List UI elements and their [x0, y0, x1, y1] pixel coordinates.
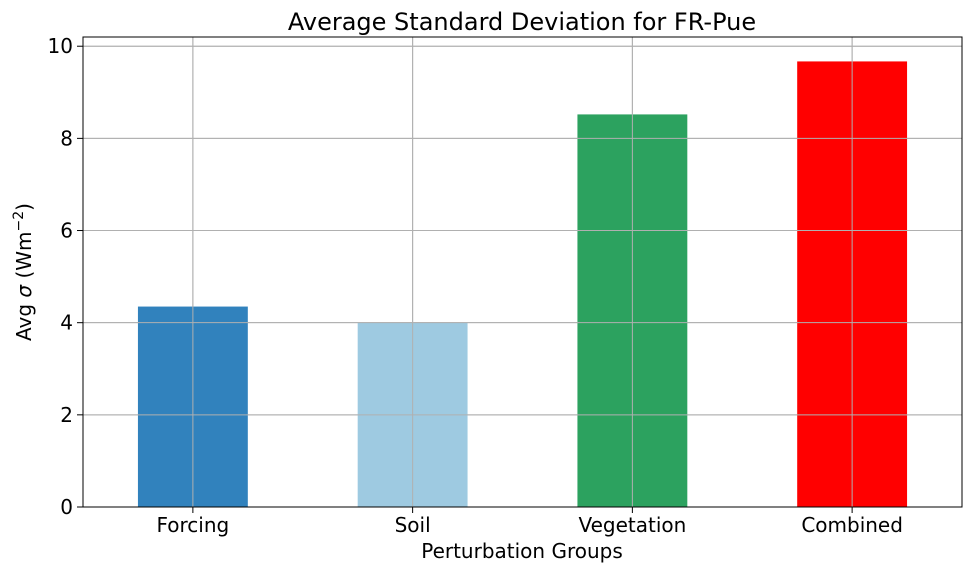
x-tick-label: Vegetation — [578, 513, 686, 537]
y-axis: 0 2 4 6 8 10 — [48, 34, 83, 519]
x-tick-label: Combined — [801, 513, 903, 537]
chart-title: Average Standard Deviation for FR-Pue — [288, 8, 756, 36]
x-axis: Forcing Soil Vegetation Combined — [157, 507, 903, 537]
y-axis-label-unit-close: ) — [12, 203, 36, 211]
y-tick-label: 10 — [48, 34, 73, 58]
x-tick-label: Forcing — [157, 513, 230, 537]
y-axis-label-prefix: Avg — [12, 298, 36, 341]
y-tick-label: 4 — [60, 311, 73, 335]
x-tick-label: Soil — [395, 513, 431, 537]
y-tick-label: 8 — [60, 126, 73, 150]
y-tick-label: 2 — [60, 403, 73, 427]
y-axis-label: Avg σ (Wm−2) — [11, 203, 36, 341]
y-axis-label-unit-exp: −2 — [11, 211, 27, 232]
plot-frame — [82, 36, 963, 508]
y-tick-label: 0 — [60, 495, 73, 519]
x-axis-label: Perturbation Groups — [421, 539, 623, 563]
y-tick-label: 6 — [60, 219, 73, 243]
y-axis-label-symbol: σ — [12, 284, 36, 298]
y-axis-label-unit-open: (Wm — [12, 231, 36, 284]
bars — [137, 61, 908, 507]
